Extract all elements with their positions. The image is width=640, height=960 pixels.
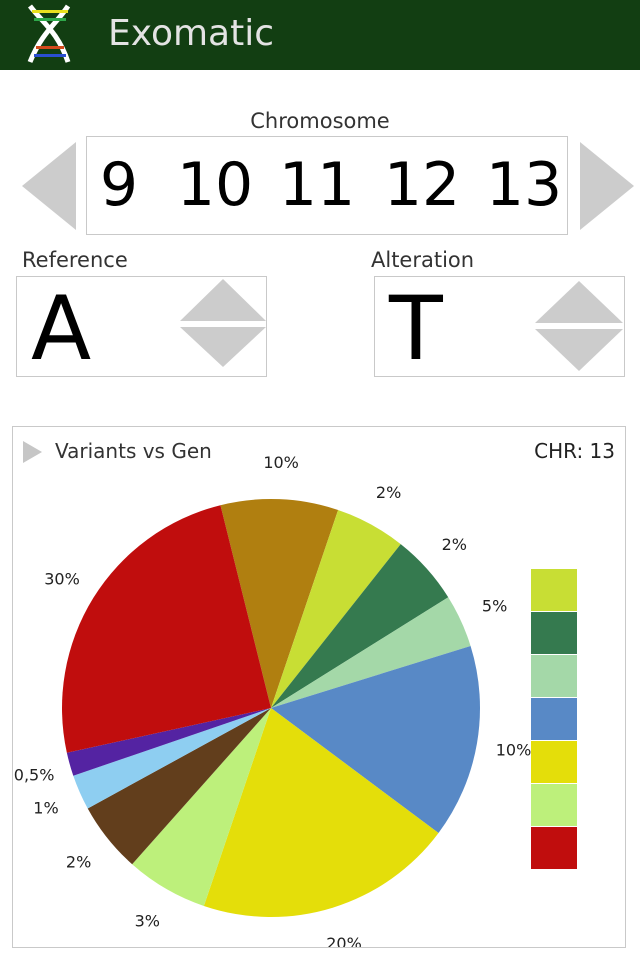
chromosome-readout: CHR: 13	[534, 439, 615, 463]
triangle-left-icon	[22, 142, 76, 230]
app-title: Exomatic	[108, 13, 275, 54]
pie-slice-label: 2%	[66, 852, 91, 871]
chromosome-number[interactable]: 11	[278, 150, 356, 220]
pie-slice	[87, 708, 271, 865]
legend-swatch	[531, 655, 577, 697]
chart-title: Variants vs Gen	[55, 439, 212, 463]
chromosome-next-button[interactable]	[578, 142, 634, 230]
triangle-up-icon[interactable]	[180, 279, 266, 321]
reference-stepper[interactable]	[180, 279, 266, 371]
pie-slice-label: 1%	[33, 798, 58, 817]
pie-slice-label: 2%	[442, 535, 467, 554]
legend-swatch	[531, 612, 577, 654]
play-triangle-icon[interactable]	[23, 441, 43, 463]
legend-swatch	[531, 827, 577, 869]
pie-slice-label: 2%	[376, 483, 401, 502]
app-header: Exomatic	[0, 0, 640, 70]
triangle-down-icon[interactable]	[535, 329, 623, 371]
pie-slice	[66, 708, 271, 776]
chromosome-prev-button[interactable]	[22, 142, 78, 230]
pie-slice	[271, 544, 449, 708]
pie-slice	[62, 505, 271, 753]
alteration-label: Alteration	[371, 248, 475, 272]
chromosome-number[interactable]: 10	[176, 150, 254, 220]
pie-slice	[271, 597, 471, 708]
dna-helix-icon	[27, 4, 71, 63]
legend-swatch	[531, 569, 577, 611]
reference-field[interactable]: A	[16, 276, 267, 377]
pie-chart: 10% 2% 2% 5% 10% 20% 3% 2% 1% 0,5% 30%	[14, 453, 532, 947]
legend-swatch	[531, 698, 577, 740]
triangle-up-icon[interactable]	[535, 281, 623, 323]
pie-slice-label: 20%	[326, 934, 362, 947]
pie-slice-label: 10%	[496, 741, 532, 760]
pie-slice-label: 0,5%	[14, 765, 55, 784]
chart-panel: Variants vs Gen CHR: 13 10% 2% 2% 5% 10% 20% 3…	[12, 426, 626, 948]
chromosome-number[interactable]: 12	[383, 150, 461, 220]
pie-slice-label: 10%	[263, 453, 299, 472]
pie-slice	[73, 708, 271, 809]
chromosome-number[interactable]: 9	[99, 150, 139, 220]
legend-swatch	[531, 784, 577, 826]
pie-slice	[203, 708, 439, 918]
pie-slice-label: 30%	[44, 569, 80, 588]
legend-swatch	[531, 741, 577, 783]
chromosome-number[interactable]: 13	[485, 150, 563, 220]
triangle-right-icon	[580, 142, 634, 230]
pie-slice	[271, 510, 401, 708]
reference-label: Reference	[22, 248, 128, 272]
reference-value: A	[31, 277, 92, 380]
pie-slice	[220, 498, 339, 708]
alteration-field[interactable]: T	[374, 276, 625, 377]
pie-slice	[271, 645, 480, 833]
pie-slice-label: 3%	[135, 912, 160, 931]
chromosome-label: Chromosome	[250, 109, 390, 133]
alteration-stepper[interactable]	[535, 281, 623, 373]
pie-slice-label: 5%	[482, 597, 507, 616]
alteration-value: T	[389, 277, 443, 380]
chromosome-selector[interactable]: 9 10 11 12 13	[86, 136, 568, 235]
pie-slice	[132, 708, 271, 906]
triangle-down-icon[interactable]	[180, 327, 266, 367]
